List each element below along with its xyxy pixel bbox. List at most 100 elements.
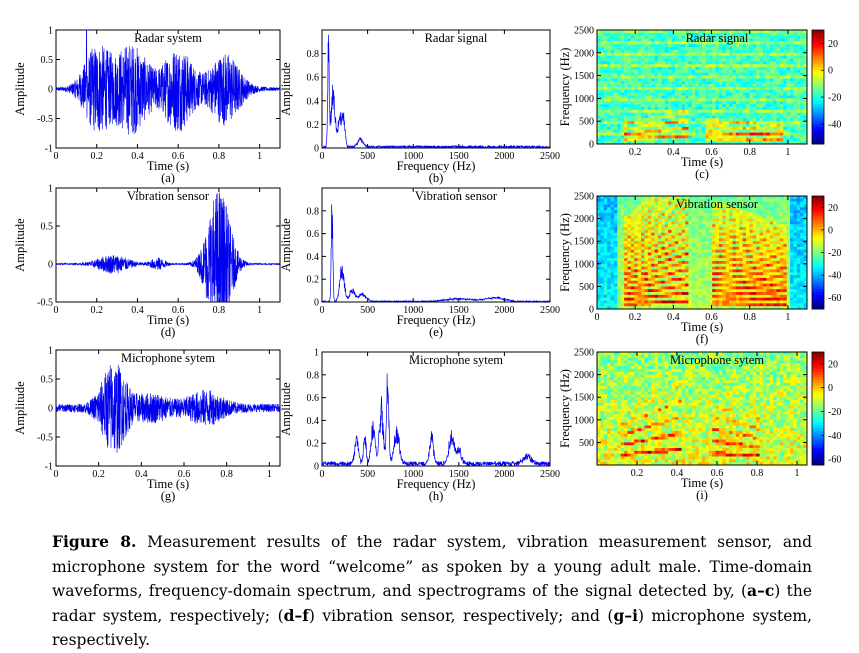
spectrogram-cell (719, 101, 723, 104)
y-tick-label: 0.4 (307, 96, 320, 107)
spectrogram-cell (760, 90, 764, 93)
spectrogram-cell (770, 130, 774, 133)
spectrogram-cell (726, 216, 730, 219)
spectrogram-cell (702, 219, 706, 222)
spectrogram-cell (756, 295, 760, 298)
spectrogram-cell (760, 224, 764, 227)
spectrogram-cell (726, 113, 730, 116)
y-tick-label: 0 (48, 260, 53, 271)
spectrogram-cell (604, 101, 608, 104)
spectrogram-cell (702, 295, 706, 298)
spectrogram-cell (695, 255, 699, 258)
spectrogram-cell (617, 221, 621, 224)
spectrogram-cell (756, 78, 760, 81)
spectrogram-cell (668, 202, 672, 205)
spectrogram-cell (617, 118, 621, 121)
spectrogram-cell (753, 247, 757, 250)
spectrogram-cell (787, 116, 791, 119)
spectrogram-cell (634, 90, 638, 93)
spectrogram-cell (739, 78, 743, 81)
spectrogram-cell (736, 61, 740, 64)
spectrogram-cell (597, 101, 601, 104)
spectrogram-cell (692, 107, 696, 110)
spectrogram-cell (688, 81, 692, 84)
spectrogram-cell (766, 70, 770, 73)
spectrogram-cell (749, 110, 753, 113)
spectrogram-cell (780, 269, 784, 272)
spectrogram-cell (665, 238, 669, 241)
spectrogram-cell (685, 81, 689, 84)
spectrogram-cell (621, 133, 625, 136)
spectrogram-cell (614, 104, 618, 107)
spectrogram-cell (688, 73, 692, 76)
spectrogram-cell (787, 98, 791, 101)
spectrogram-cell (692, 130, 696, 133)
spectrogram-cell (722, 298, 726, 301)
spectrogram-cell (790, 255, 794, 258)
spectrogram-cell (651, 261, 655, 264)
spectrogram-cell (655, 98, 659, 101)
spectrogram-cell (627, 210, 631, 213)
spectrogram-cell (797, 87, 801, 90)
spectrogram-cell (695, 213, 699, 216)
spectrogram-cell (760, 93, 764, 96)
spectrogram-cell (736, 73, 740, 76)
spectrogram-cell (749, 87, 753, 90)
spectrogram-cell (634, 230, 638, 233)
spectrogram-cell (797, 261, 801, 264)
spectrogram-cell (743, 133, 747, 136)
spectrogram-cell (621, 127, 625, 130)
spectrogram-cell (743, 238, 747, 241)
spectrogram-cell (678, 116, 682, 119)
spectrogram-cell (736, 295, 740, 298)
spectrogram-cell (699, 281, 703, 284)
spectrogram-cell (719, 278, 723, 281)
spectrogram-cell (800, 33, 804, 36)
spectrogram-cell (702, 298, 706, 301)
spectrogram-cell (705, 230, 709, 233)
spectrogram-cell (722, 87, 726, 90)
spectrogram-cell (688, 67, 692, 70)
spectrogram-cell (719, 81, 723, 84)
spectrogram-cell (634, 78, 638, 81)
spectrogram-cell (597, 230, 601, 233)
spectrogram-cell (746, 53, 750, 56)
spectrogram-cell (631, 219, 635, 222)
spectrogram-cell (655, 53, 659, 56)
spectrogram-cell (760, 50, 764, 53)
spectrogram-cell (729, 233, 733, 236)
spectrogram-cell (631, 56, 635, 59)
spectrogram-cell (638, 78, 642, 81)
spectrogram-cell (621, 98, 625, 101)
x-tick-label: 0 (54, 305, 59, 316)
spectrogram-cell (732, 238, 736, 241)
spectrogram-cell (763, 213, 767, 216)
spectrogram-cell (756, 87, 760, 90)
spectrogram-cell (729, 264, 733, 267)
spectrogram-cell (614, 44, 618, 47)
spectrogram-cell (611, 210, 615, 213)
spectrogram-cell (668, 253, 672, 256)
spectrogram-cell (763, 39, 767, 42)
spectrogram-cell (699, 247, 703, 250)
spectrogram-cell (617, 216, 621, 219)
spectrogram-cell (600, 298, 604, 301)
spectrogram-cell (634, 238, 638, 241)
spectrogram-cell (607, 39, 611, 42)
spectrogram-cell (688, 261, 692, 264)
spectrogram-cell (641, 233, 645, 236)
spectrogram-cell (692, 236, 696, 239)
spectrogram-cell (617, 70, 621, 73)
spectrogram-cell (773, 121, 777, 124)
spectrogram-cell (627, 241, 631, 244)
spectrogram-cell (732, 138, 736, 141)
spectrogram-cell (607, 124, 611, 127)
spectrogram-cell (651, 210, 655, 213)
spectrogram-cell (777, 284, 781, 287)
spectrogram-cell (644, 236, 648, 239)
spectrogram-cell (749, 253, 753, 256)
spectrogram-cell (692, 216, 696, 219)
spectrogram-cell (732, 133, 736, 136)
spectrogram-cell (672, 93, 676, 96)
